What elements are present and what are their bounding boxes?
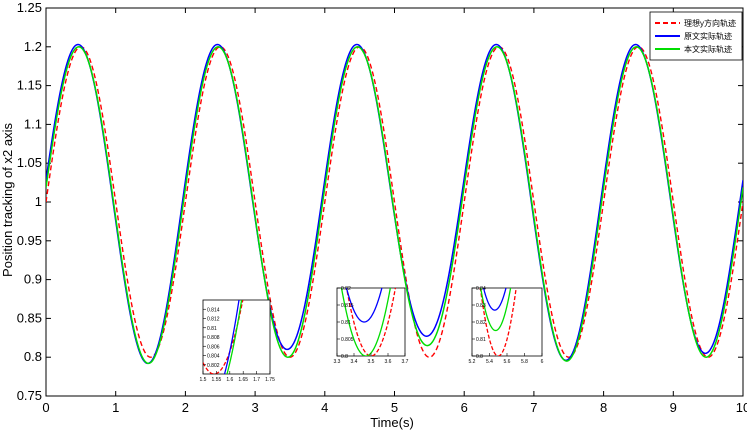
y-tick-label: 0.95 xyxy=(17,233,42,248)
y-tick-label: 1.2 xyxy=(24,39,42,54)
y-tick-label: 1 xyxy=(35,194,42,209)
inset-lines xyxy=(203,300,244,374)
series-lines xyxy=(46,43,743,365)
inset-x-tick-label: 3.4 xyxy=(351,359,358,365)
y-tick-label: 1.1 xyxy=(24,116,42,131)
main-plot: 0 1 2 3 4 5 6 7 8 9 10 0.75 0.8 0.85 0.9 0.95 1 1.05 1.1 1.… xyxy=(17,0,747,415)
inset-series-line-3 xyxy=(340,288,391,356)
inset-frame xyxy=(471,287,543,357)
inset-y-tick-label: 0.808 xyxy=(207,335,220,341)
inset-x-tick-label: 5.2 xyxy=(469,359,476,365)
inset-y-tick-label: 0.81 xyxy=(207,326,217,332)
y-axis-label: Position tracking of x2 axis xyxy=(0,123,15,277)
inset-y-tick-label: 0.83 xyxy=(476,303,486,309)
inset-x-tick-label: 3.5 xyxy=(368,359,375,365)
inset-2: 3.3 3.4 3.5 3.6 3.7 0.8 0.805 0.81 0.815 0.82 xyxy=(334,286,409,365)
x-tick-label: 5 xyxy=(391,400,398,415)
inset-x-tick-label: 6 xyxy=(541,359,544,365)
inset-x-tick-label: 5.8 xyxy=(521,359,528,365)
y-tick-label: 1.05 xyxy=(17,155,42,170)
inset-series-line-1 xyxy=(479,288,517,356)
inset-x-tick-label: 3.3 xyxy=(334,359,341,365)
inset-y-tick-label: 0.84 xyxy=(476,286,486,292)
inset-y-tick-label: 0.814 xyxy=(207,307,220,313)
inset-y-tick-label: 0.8 xyxy=(341,354,348,360)
x-tick-label: 6 xyxy=(461,400,468,415)
inset-series-line-2 xyxy=(223,300,240,374)
y-tick-label: 0.8 xyxy=(24,349,42,364)
inset-x-tick-label: 3.6 xyxy=(385,359,392,365)
inset-y-tick-label: 0.804 xyxy=(207,354,220,360)
x-tick-label: 3 xyxy=(251,400,258,415)
inset-x-tick-label: 5.4 xyxy=(486,359,493,365)
inset-x-tick-label: 5.6 xyxy=(504,359,511,365)
inset-series-line-1 xyxy=(345,288,397,356)
inset-series-line-2 xyxy=(482,288,507,311)
y-tick-label: 0.75 xyxy=(17,388,42,403)
x-tick-label: 2 xyxy=(182,400,189,415)
legend-label-1: 理想y方向轨迹 xyxy=(684,18,736,28)
inset-series-line-3 xyxy=(226,300,243,374)
legend-label-3: 本文实际轨迹 xyxy=(684,44,732,54)
inset-y-tick-label: 0.81 xyxy=(341,320,351,326)
inset-y-tick-label: 0.8 xyxy=(476,354,483,360)
inset-3: 5.2 5.4 5.6 5.8 6 0.8 0.81 0.82 0.83 0.84 xyxy=(469,286,544,365)
inset-y-tick-label: 0.805 xyxy=(341,337,354,343)
inset-x-tick-label: 1.7 xyxy=(253,377,260,383)
inset-y-tick-label: 0.82 xyxy=(341,286,351,292)
x-tick-label: 9 xyxy=(670,400,677,415)
x-tick-label: 7 xyxy=(530,400,537,415)
inset-y-tick-label: 0.802 xyxy=(207,363,220,369)
inset-x-tick-label: 1.65 xyxy=(238,377,248,383)
inset-y-tick-label: 0.812 xyxy=(207,317,220,323)
x-tick-label: 4 xyxy=(321,400,328,415)
y-tick-label: 0.9 xyxy=(24,272,42,287)
y-tick-label: 0.85 xyxy=(17,310,42,325)
inset-lines xyxy=(479,288,517,356)
inset-y-tick-label: 0.806 xyxy=(207,344,220,350)
legend-label-2: 原文实际轨迹 xyxy=(684,31,732,41)
y-tick-label: 1.25 xyxy=(17,0,42,15)
inset-y-tick-label: 0.815 xyxy=(341,303,354,309)
inset-lines xyxy=(340,288,397,356)
inset-series-line-3 xyxy=(479,288,512,332)
x-tick-label: 1 xyxy=(112,400,119,415)
inset-x-tick-label: 1.55 xyxy=(212,377,222,383)
inset-x-tick-label: 1.75 xyxy=(265,377,275,383)
inset-1: 1.5 1.55 1.6 1.65 1.7 1.75 0.802 0.804 0.806 0.80… xyxy=(200,299,275,383)
inset-y-tick-label: 0.82 xyxy=(476,320,486,326)
inset-plots: 1.5 1.55 1.6 1.65 1.7 1.750.8020.8040.8060.80… xyxy=(200,286,544,383)
inset-x-tick-label: 1.6 xyxy=(226,377,233,383)
inset-x-tick-label: 1.5 xyxy=(200,377,207,383)
x-axis-label: Time(s) xyxy=(370,415,414,430)
inset-y-tick-label: 0.81 xyxy=(476,337,486,343)
inset-series-line-2 xyxy=(345,288,383,323)
y-tick-label: 1.15 xyxy=(17,78,42,93)
x-tick-label: 8 xyxy=(600,400,607,415)
series-line-3 xyxy=(46,46,743,365)
x-tick-label: 0 xyxy=(42,400,49,415)
inset-x-tick-label: 3.7 xyxy=(402,359,409,365)
x-tick-label: 10 xyxy=(736,400,747,415)
series-line-1 xyxy=(46,46,743,358)
